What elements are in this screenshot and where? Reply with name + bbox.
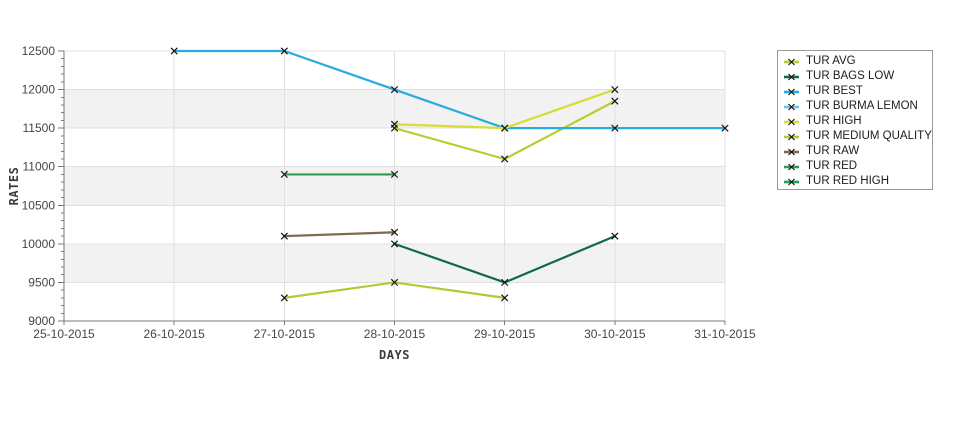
data-point-marker-tur-avg [611,97,619,105]
data-point-marker-tur-high [501,124,509,132]
series-line-tur-best [173,49,727,130]
y-tick-label: 11000 [23,160,56,174]
data-point-marker-tur-best [721,124,729,132]
x-tick-label: 31-10-2015 [694,327,756,341]
legend-item-tur-red: TUR RED [782,159,928,174]
data-point-marker-tur-best [611,124,619,132]
data-point-marker-tur-raw [390,228,399,236]
legend-line-marker-icon [784,148,799,155]
y-tick-label: 12000 [22,83,56,97]
legend-line-marker-icon [784,103,799,110]
y-axis-title: RATES [7,166,21,206]
x-tick-label: 30-10-2015 [584,327,646,341]
legend-label: TUR RAW [806,145,860,157]
legend-label: TUR MEDIUM QUALITY [806,130,932,142]
data-point-marker-tur-red [280,170,288,179]
data-point-marker-tur-high [390,120,399,128]
x-tick-label: 25-10-2015 [33,327,95,341]
legend-label: TUR BURMA LEMON [806,100,918,112]
legend-item-tur-burma-lemon: TUR BURMA LEMON [782,99,928,114]
x-tick-label: 27-10-2015 [254,327,316,341]
legend-item-tur-medium-quality: TUR MEDIUM QUALITY [782,129,932,144]
data-point-marker-tur-best [170,47,178,55]
y-tick-label: 10000 [22,237,56,251]
legend-label: TUR RED [806,160,858,172]
data-point-marker-tur-bags-low [611,232,619,240]
y-tick-label: 11500 [23,121,56,135]
legend-label: TUR RED HIGH [806,175,890,187]
legend-line-marker-icon [784,118,799,125]
x-tick-label: 29-10-2015 [474,327,536,341]
data-point-marker-tur-bags-low [390,240,399,248]
axes [63,51,725,322]
legend-label: TUR BEST [806,85,863,97]
x-tick-label: 26-10-2015 [143,327,205,341]
legend-line-marker-icon [784,73,799,80]
legend-item-tur-best: TUR BEST [782,84,928,99]
data-point-marker-tur-best [390,85,399,94]
legend-line-marker-icon [784,88,799,95]
legend-line-marker-icon [784,58,799,65]
data-point-marker-tur-red [390,170,399,179]
legend-item-tur-high: TUR HIGH [782,114,928,129]
data-point-marker-tur-high [611,85,619,94]
y-tick-label: 10500 [22,198,56,212]
data-point-marker-tur-avg [501,155,509,163]
legend-label: TUR HIGH [806,115,862,127]
legend-line-marker-icon [784,133,799,140]
legend: TUR AVG TUR BAGS LOW TUR BEST TUR BURMA LEM… [777,50,933,190]
legend-item-tur-raw: TUR RAW [782,144,928,159]
series-line-tur-raw [283,231,396,238]
y-tick-label: 9000 [28,314,55,328]
data-point-marker-tur-bags-low [501,278,509,287]
legend-line-marker-icon [784,163,799,170]
data-point-marker-tur-best [280,47,288,55]
legend-label: TUR BAGS LOW [806,70,895,82]
legend-item-tur-avg: TUR AVG [782,54,928,69]
data-point-marker-tur-medium-quality [501,294,509,302]
legend-item-tur-red-high: TUR RED HIGH [782,174,928,189]
legend-item-tur-bags-low: TUR BAGS LOW [782,69,928,84]
x-axis-title: DAYS [379,348,410,362]
data-point-marker-tur-medium-quality [280,294,288,302]
data-point-marker-tur-raw [280,232,288,240]
data-point-marker-tur-medium-quality [390,278,399,287]
y-tick-label: 12500 [22,44,56,58]
legend-line-marker-icon [784,178,799,185]
y-tick-label: 9500 [28,275,55,289]
x-tick-label: 28-10-2015 [364,327,426,341]
legend-label: TUR AVG [806,55,856,67]
